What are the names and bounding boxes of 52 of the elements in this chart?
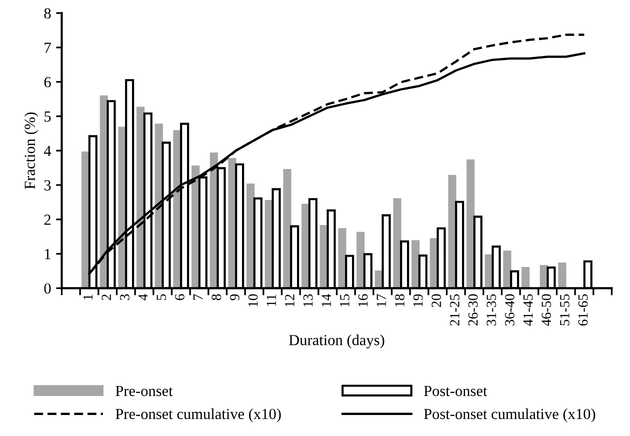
x-tick-label: 6	[175, 294, 184, 300]
x-tick-label: 19	[413, 294, 423, 306]
y-tick-label: 7	[44, 42, 51, 53]
y-tick-label: 3	[44, 180, 51, 190]
bar	[466, 159, 475, 288]
y-tick-label: 8	[44, 8, 51, 19]
y-tick-label: 5	[44, 112, 51, 122]
bar	[283, 168, 292, 288]
legend-label: Post-onset cumulative (x10)	[424, 408, 596, 422]
x-tick-label: 2	[102, 294, 111, 300]
x-tick-label: 51-55	[560, 294, 570, 326]
bar	[338, 228, 346, 288]
bar	[503, 250, 512, 288]
x-tick-label: 20	[432, 294, 442, 308]
x-tick-label: 12	[285, 294, 294, 306]
x-tick-label: 46-50	[542, 294, 552, 326]
y-tick-label: 4	[44, 146, 52, 156]
x-tick-label: 15	[340, 294, 350, 306]
y-tick-label: 1	[45, 249, 50, 260]
x-tick-label: 10	[248, 294, 258, 306]
y-tick-label: 6	[44, 77, 51, 88]
x-tick-label: 13	[303, 294, 313, 306]
legend-label: Pre-onset	[116, 386, 173, 396]
x-tick-label: 7	[193, 294, 203, 300]
bar	[522, 267, 530, 288]
x-tick-label: 18	[395, 294, 404, 306]
x-tick-label: 26-30	[468, 294, 478, 326]
y-axis-title: Fraction (%)	[24, 112, 38, 190]
x-tick-label: 3	[120, 294, 130, 300]
x-tick-label: 21-25	[450, 294, 460, 326]
y-tick-label: 0	[44, 283, 51, 294]
x-tick-label: 5	[156, 294, 166, 300]
x-tick-label: 8	[212, 294, 222, 300]
x-tick-label: 9	[230, 294, 240, 300]
bar	[393, 198, 402, 288]
x-tick-label: 4	[138, 294, 148, 300]
x-tick-label: 41-45	[523, 294, 533, 326]
bar	[356, 232, 365, 288]
x-tick-label: 17	[376, 294, 386, 306]
x-tick-label: 14	[322, 294, 331, 306]
x-tick-label: 11	[266, 294, 276, 306]
x-tick-label: 16	[358, 294, 368, 306]
x-axis-title: Duration (days)	[289, 334, 384, 348]
legend-label: Pre-onset cumulative (x10)	[116, 408, 281, 422]
x-tick-label: 31-35	[486, 294, 496, 326]
y-tick-label: 2	[44, 214, 50, 225]
x-tick-label: 1	[83, 294, 93, 300]
legend-label: Post-onset	[424, 386, 488, 396]
x-tick-label: 36-40	[505, 294, 514, 326]
bar	[558, 262, 566, 288]
x-tick-label: 61-65	[578, 294, 588, 326]
bar	[448, 174, 456, 288]
